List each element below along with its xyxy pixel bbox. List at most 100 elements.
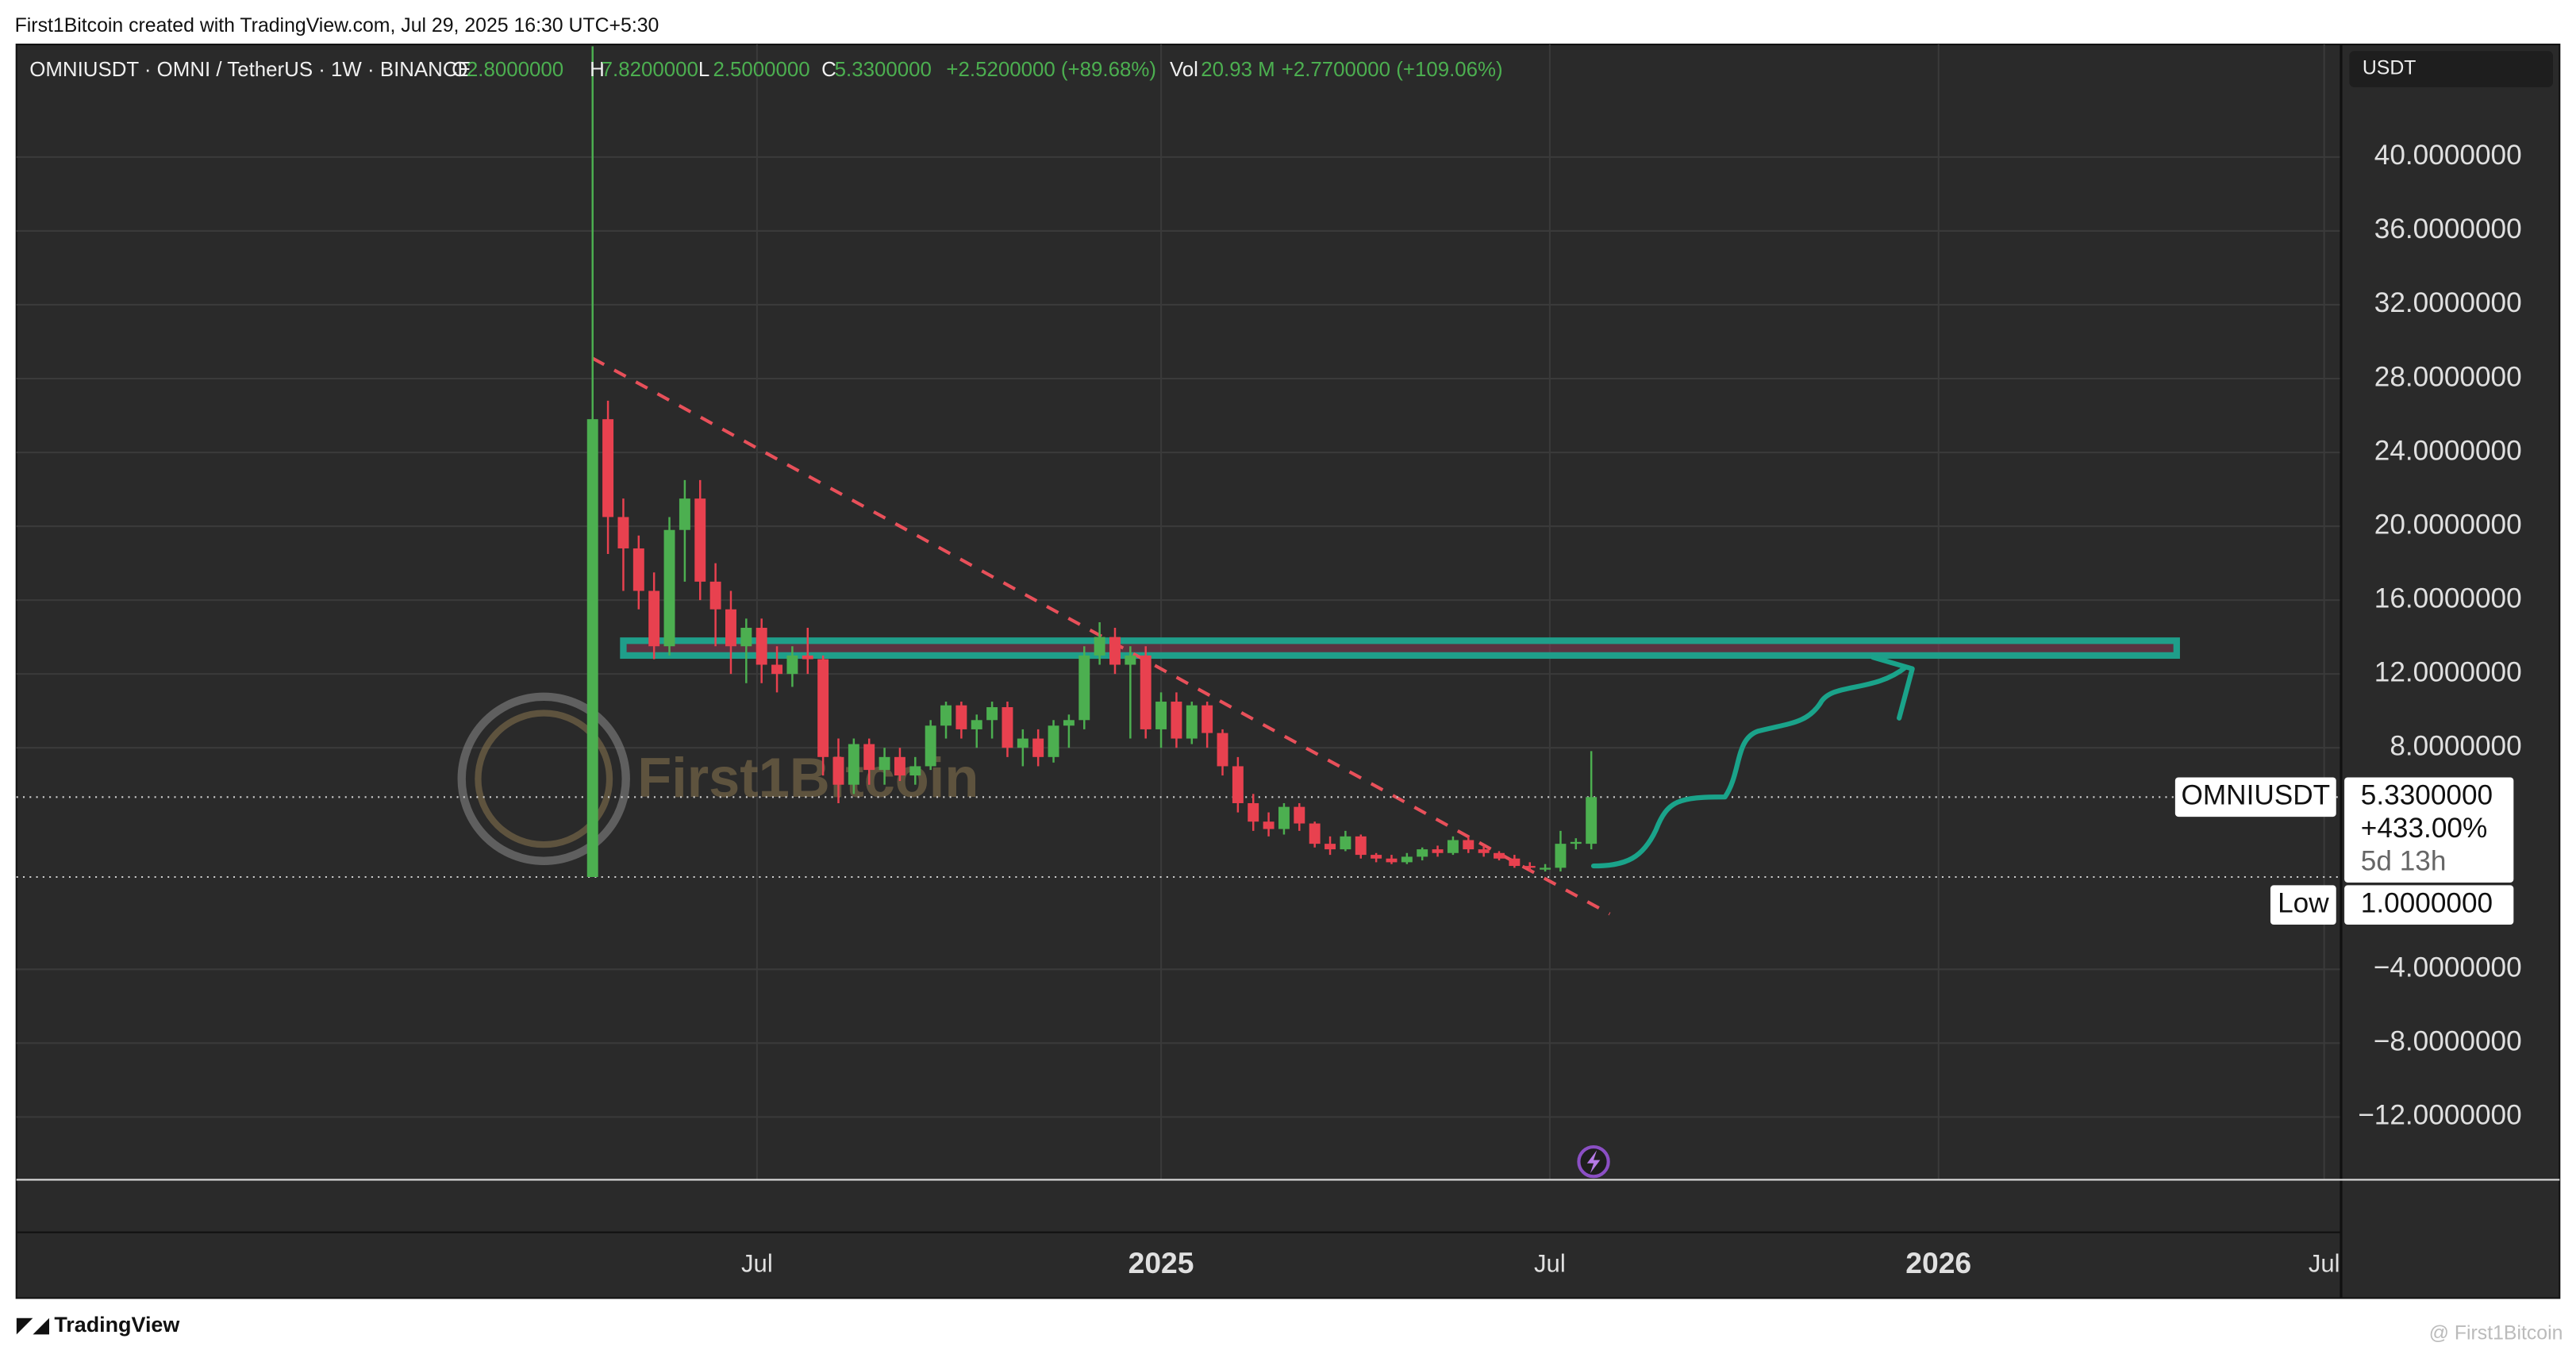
- candle-body: [1325, 844, 1336, 850]
- ohlc-value: 7.8200000: [602, 59, 698, 81]
- y-tick-label: 20.0000000: [2374, 509, 2522, 540]
- y-tick-label: −4.0000000: [2374, 952, 2522, 983]
- candle-body: [709, 581, 721, 610]
- watermark: First1Bitcoin: [457, 692, 978, 866]
- ohlc-key: H: [590, 59, 605, 81]
- candle-body: [925, 725, 936, 767]
- y-tick-label: 12.0000000: [2374, 656, 2522, 687]
- candle-body: [1171, 702, 1182, 739]
- candle-body: [1432, 849, 1444, 853]
- candle-body: [1232, 766, 1244, 803]
- watermark-text: First1Bitcoin: [637, 746, 978, 809]
- currency: USDT: [2363, 58, 2416, 79]
- chart-background: [15, 43, 2561, 1299]
- price-tag: [2344, 777, 2514, 883]
- candle-body: [1371, 855, 1382, 859]
- footer-handle: @ First1Bitcoin: [2429, 1323, 2563, 1344]
- y-tick-label: 40.0000000: [2374, 140, 2522, 171]
- y-tick-label: 24.0000000: [2374, 435, 2522, 466]
- candle-body: [1447, 840, 1459, 853]
- grid: [16, 44, 2341, 1180]
- candle-body: [1155, 702, 1167, 729]
- watermark-ring: [457, 692, 630, 866]
- candle-body: [1032, 738, 1044, 757]
- y-tick-label: −12.0000000: [2358, 1100, 2521, 1131]
- low-value-tag: [2344, 885, 2514, 925]
- trendline: [591, 356, 1611, 916]
- candle-body: [817, 659, 829, 757]
- x-tick-label: 2026: [1905, 1246, 1971, 1279]
- candle-body: [894, 756, 905, 776]
- header: OMNIUSDT · OMNI / TetherUS · 1W · BINANC…: [29, 59, 1502, 81]
- candle-body: [617, 517, 629, 548]
- candle-body: [1294, 806, 1305, 824]
- candle-body: [1078, 655, 1090, 721]
- resistance-zone: [620, 637, 2180, 660]
- candle-body: [909, 766, 921, 776]
- candle-body: [725, 609, 736, 647]
- currency-box[interactable]: [2349, 51, 2554, 87]
- candle-body: [832, 756, 844, 785]
- low-tag: [2270, 885, 2336, 925]
- symbol-tag: [2174, 777, 2336, 817]
- candle-body: [986, 707, 998, 721]
- volume-key: Vol: [1170, 59, 1198, 81]
- candle-body: [848, 744, 859, 785]
- symbol: OMNIUSDT · OMNI / TetherUS · 1W · BINANC…: [29, 59, 471, 81]
- footer-logo: ◤◢: [17, 1313, 50, 1337]
- y-tick-label: 36.0000000: [2374, 213, 2522, 244]
- ohlc-value: 5.3300000: [835, 59, 932, 81]
- ohlc-key: C: [821, 59, 836, 81]
- candle-body: [1386, 858, 1398, 863]
- candle-body: [771, 664, 783, 675]
- candle-body: [740, 627, 752, 647]
- event-icon-bolt: [1586, 1150, 1601, 1174]
- projection-arrow: [1590, 655, 1915, 869]
- axes: −12.0000000 −8.0000000 −4.0000000 8.0000000…: [741, 140, 2522, 1279]
- price-tag-value: 5.3300000: [2361, 780, 2493, 811]
- candle-body: [1002, 707, 1013, 748]
- candle-body: [586, 419, 598, 878]
- price-tag-countdown: 5d 13h: [2361, 845, 2447, 876]
- candle-body: [1109, 637, 1121, 665]
- candle-body: [1063, 720, 1075, 726]
- x-tick-label: 2025: [1128, 1246, 1194, 1279]
- candle-body: [879, 756, 890, 771]
- y-tick-label: 8.0000000: [2390, 730, 2521, 761]
- footer-brand: TradingView: [54, 1313, 179, 1337]
- candle-body: [1555, 844, 1567, 868]
- candle-body: [1048, 725, 1059, 757]
- candle-body: [802, 655, 813, 660]
- candle-body: [1463, 840, 1474, 850]
- candle-body: [602, 419, 614, 517]
- candle-body: [1263, 821, 1275, 829]
- candle-body: [940, 705, 952, 726]
- y-tick-label: 16.0000000: [2374, 583, 2522, 614]
- candle-body: [1094, 637, 1105, 656]
- ohlc-value: 2.8000000: [467, 59, 563, 81]
- candle-body: [1355, 836, 1367, 856]
- candle-body: [632, 548, 644, 591]
- x-tick-label: Jul: [2309, 1249, 2340, 1277]
- candle-body: [694, 498, 706, 582]
- credit: First1Bitcoin created with TradingView.c…: [15, 15, 659, 37]
- candle-body: [1586, 797, 1598, 844]
- candle-body: [755, 627, 767, 665]
- low-tag-text: Low: [2278, 887, 2329, 918]
- candle-body: [1125, 655, 1136, 665]
- ohlc-key: O: [452, 59, 467, 81]
- candle-body: [1217, 733, 1228, 767]
- candle-body: [863, 744, 875, 771]
- y-tick-label: 28.0000000: [2374, 361, 2522, 392]
- plot-area: [16, 46, 2341, 916]
- low-value-text: 1.0000000: [2361, 887, 2493, 918]
- candle-body: [1186, 705, 1198, 739]
- candle-body: [648, 590, 660, 647]
- candle-body: [1017, 738, 1028, 748]
- candle-body: [1494, 852, 1505, 859]
- price-tag-change: +433.00%: [2361, 813, 2487, 844]
- candle-body: [955, 705, 967, 729]
- y-tick-label: −8.0000000: [2374, 1026, 2522, 1057]
